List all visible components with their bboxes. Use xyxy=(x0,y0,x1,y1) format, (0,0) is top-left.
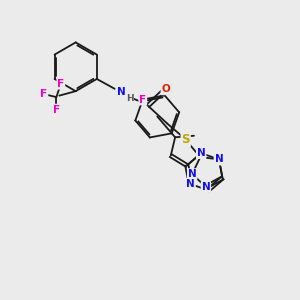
Text: N: N xyxy=(188,169,197,179)
Text: N: N xyxy=(214,154,224,164)
Text: N: N xyxy=(117,87,125,97)
Text: F: F xyxy=(57,79,64,89)
Text: N: N xyxy=(186,179,195,189)
Text: N: N xyxy=(197,148,206,158)
Text: F: F xyxy=(40,89,47,99)
Text: O: O xyxy=(161,84,170,94)
Text: F: F xyxy=(53,105,60,115)
Text: H: H xyxy=(126,94,133,103)
Text: S: S xyxy=(182,134,190,146)
Text: F: F xyxy=(139,94,146,104)
Text: N: N xyxy=(214,154,224,164)
Text: N: N xyxy=(202,182,210,192)
Text: N: N xyxy=(186,179,195,189)
